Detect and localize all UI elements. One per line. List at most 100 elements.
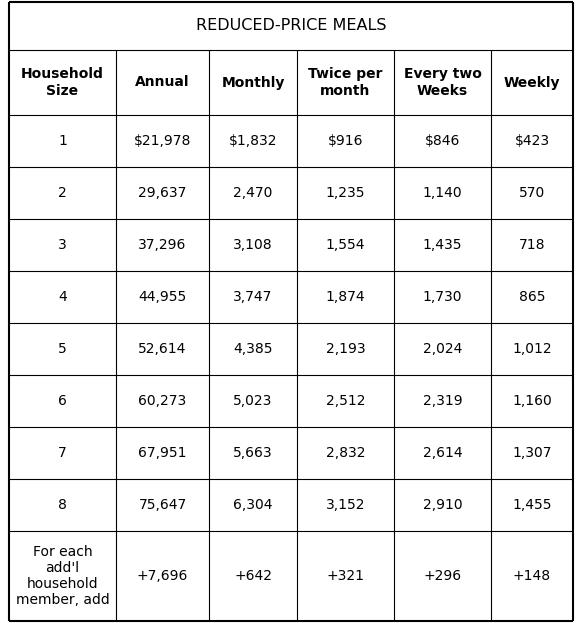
Bar [491,271,573,323]
Bar [9,271,116,323]
Bar [116,427,209,479]
Bar [394,375,491,427]
Text: 5,663: 5,663 [233,446,273,460]
Text: 8: 8 [58,498,67,512]
Text: 6,304: 6,304 [233,498,273,512]
Text: 2,319: 2,319 [423,394,462,408]
Bar [209,323,297,375]
Bar [491,219,573,271]
Text: +642: +642 [234,569,272,583]
Bar [297,167,394,219]
Text: 718: 718 [519,238,545,252]
Bar [116,479,209,531]
Bar [297,115,394,167]
Bar [297,271,394,323]
Text: For each
add'l
household
member, add: For each add'l household member, add [16,545,109,607]
Text: 4,385: 4,385 [233,342,273,356]
Text: 865: 865 [519,290,545,304]
Bar [209,167,297,219]
Text: REDUCED-PRICE MEALS: REDUCED-PRICE MEALS [196,19,386,34]
Text: Every two
Weeks: Every two Weeks [403,67,481,98]
Bar [491,531,573,621]
Bar [297,375,394,427]
Bar [209,50,297,115]
Bar [491,479,573,531]
Bar [297,219,394,271]
Bar [394,323,491,375]
Text: 1,235: 1,235 [326,186,365,200]
Text: 1,307: 1,307 [512,446,552,460]
Text: 2,512: 2,512 [326,394,365,408]
Bar [491,115,573,167]
Text: 2,614: 2,614 [423,446,462,460]
Bar [491,50,573,115]
Bar [209,375,297,427]
Text: 7: 7 [58,446,67,460]
Bar [297,323,394,375]
Bar [394,479,491,531]
Bar [491,323,573,375]
Text: 2,470: 2,470 [233,186,273,200]
Text: 1,554: 1,554 [326,238,365,252]
Bar [209,531,297,621]
Text: 1,140: 1,140 [423,186,462,200]
Bar [394,531,491,621]
Bar [394,50,491,115]
Text: 2: 2 [58,186,67,200]
Text: 44,955: 44,955 [139,290,187,304]
Text: 3,108: 3,108 [233,238,273,252]
Bar [116,323,209,375]
Bar [394,167,491,219]
Text: 2,024: 2,024 [423,342,462,356]
Bar [297,50,394,115]
Bar [209,219,297,271]
Text: 52,614: 52,614 [139,342,187,356]
Text: +148: +148 [513,569,551,583]
Text: 29,637: 29,637 [139,186,187,200]
Text: $916: $916 [328,134,363,148]
Text: 5,023: 5,023 [233,394,273,408]
Bar [116,50,209,115]
Text: 1,435: 1,435 [423,238,462,252]
Bar [209,427,297,479]
Text: 75,647: 75,647 [139,498,187,512]
Text: 570: 570 [519,186,545,200]
Bar [394,219,491,271]
Text: 1,012: 1,012 [512,342,552,356]
Text: 1,874: 1,874 [326,290,365,304]
Text: Monthly: Monthly [221,75,285,90]
Text: 3,747: 3,747 [233,290,273,304]
Text: +296: +296 [424,569,462,583]
Bar [9,479,116,531]
Text: 3,152: 3,152 [326,498,365,512]
Bar [209,271,297,323]
Bar [394,271,491,323]
Bar [116,219,209,271]
Text: 5: 5 [58,342,67,356]
Text: 2,832: 2,832 [326,446,365,460]
Bar [116,167,209,219]
Text: 4: 4 [58,290,67,304]
Text: $21,978: $21,978 [134,134,191,148]
Bar [9,2,573,50]
Text: 2,193: 2,193 [326,342,365,356]
Bar [209,479,297,531]
Bar [9,531,116,621]
Text: $846: $846 [425,134,460,148]
Text: 3: 3 [58,238,67,252]
Bar [394,115,491,167]
Bar [9,323,116,375]
Bar [491,375,573,427]
Text: 60,273: 60,273 [139,394,187,408]
Text: Household
Size: Household Size [21,67,104,98]
Text: Annual: Annual [135,75,190,90]
Text: +321: +321 [327,569,364,583]
Bar [491,167,573,219]
Text: 37,296: 37,296 [139,238,187,252]
Bar [116,531,209,621]
Bar [116,271,209,323]
Bar [116,115,209,167]
Text: $423: $423 [514,134,549,148]
Text: 2,910: 2,910 [423,498,462,512]
Bar [297,427,394,479]
